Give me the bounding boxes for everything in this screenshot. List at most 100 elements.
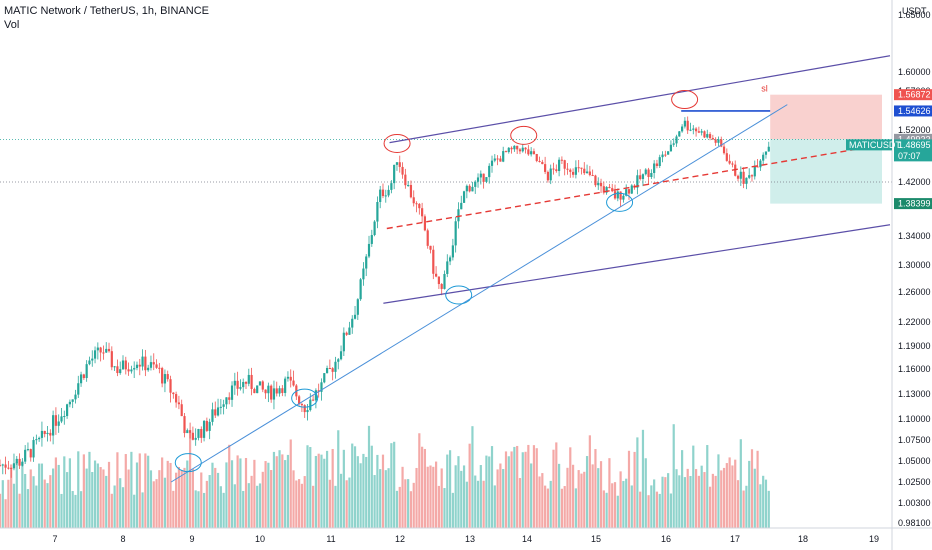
candle-body [692, 128, 695, 130]
volume-bar [681, 450, 684, 528]
candle-body [577, 167, 580, 169]
candle-body [281, 388, 284, 393]
volume-bar [119, 478, 122, 528]
volume-bar [180, 470, 183, 528]
y-tick-label: 1.22000 [898, 317, 931, 327]
volume-bar [432, 466, 435, 528]
candle-body [105, 348, 108, 353]
volume-bar [502, 469, 505, 528]
candle-body [764, 151, 768, 155]
candle-body [381, 189, 385, 197]
volume-bar [742, 490, 745, 528]
candle-body [82, 374, 85, 379]
candle-body [504, 151, 508, 153]
candle-body [110, 351, 113, 368]
candle-body [739, 171, 742, 179]
volume-bar [311, 485, 315, 528]
volume-bar [513, 446, 516, 528]
candle-body [331, 368, 334, 372]
volume-bar [295, 480, 298, 528]
candle-body [169, 379, 172, 393]
volume-bar [504, 451, 508, 528]
candle-body [482, 173, 485, 182]
volume-bar [138, 453, 141, 528]
candle-body [404, 174, 407, 186]
x-tick-label: 7 [52, 534, 57, 544]
volume-bar [658, 493, 661, 528]
volume-bar [345, 480, 348, 528]
x-tick-label: 10 [255, 534, 265, 544]
stop-loss-annotation: sl [761, 84, 768, 94]
candle-body [398, 162, 401, 167]
candle-body [728, 160, 731, 164]
volume-bar [88, 451, 91, 528]
candle-body [479, 173, 482, 178]
volume-bar [683, 477, 687, 528]
volume-bar [563, 486, 566, 528]
candle-body [571, 171, 575, 175]
candle-body [681, 126, 684, 132]
candle-body [133, 368, 136, 370]
volume-bar [258, 483, 262, 528]
volume-bar [202, 492, 206, 528]
candle-body [524, 147, 527, 150]
candle-body [393, 164, 396, 184]
candle-body [351, 318, 354, 328]
candle-body [616, 191, 619, 199]
volume-bar [524, 451, 527, 528]
candle-body [516, 145, 519, 150]
candle-body [426, 230, 429, 246]
volume-bar [152, 481, 155, 528]
candle-body [435, 273, 438, 277]
candle-body [650, 173, 653, 178]
volume-bar [370, 445, 373, 528]
candle-body [653, 163, 656, 174]
volume-bar [317, 453, 320, 528]
volume-bar [270, 470, 273, 528]
candle-body [286, 376, 290, 379]
volume-bar [605, 492, 608, 528]
price-tag-value: 1.56872 [898, 90, 931, 100]
candle-body [549, 168, 552, 181]
volume-bar [574, 488, 577, 528]
volume-bar [409, 491, 413, 528]
volume-bar [518, 478, 522, 528]
volume-bar [186, 460, 189, 528]
volume-bar [351, 443, 354, 528]
candle-body [538, 160, 541, 162]
volume-bar [205, 480, 208, 528]
candle-body [697, 131, 700, 133]
volume-bar [24, 473, 27, 528]
volume-bar [121, 487, 125, 528]
volume-bar [342, 449, 345, 528]
candle-body [211, 409, 214, 422]
volume-bar [538, 476, 541, 528]
candle-body [21, 461, 24, 466]
candle-body [186, 430, 189, 434]
volume-bar [91, 472, 94, 528]
volume-bar [387, 468, 390, 528]
volume-bar [54, 457, 58, 528]
volume-bar [622, 481, 625, 528]
volume-bar [599, 461, 603, 528]
candle-body [647, 169, 650, 178]
candle-body [339, 351, 343, 360]
volume-bar [222, 492, 225, 528]
volume-bar [261, 471, 264, 528]
candle-body [619, 191, 622, 200]
volume-bar [490, 446, 494, 528]
volume-bar [633, 451, 636, 528]
candle-body [639, 175, 642, 180]
volume-bar [393, 441, 396, 528]
price-tag-value: 1.38399 [898, 199, 931, 209]
candle-body [49, 432, 52, 436]
price-tag-target: 1.38399 [894, 198, 932, 210]
candle-body [683, 120, 687, 127]
volume-bar [507, 456, 510, 528]
volume-bar [552, 449, 555, 528]
candle-body [644, 169, 647, 175]
candle-body [278, 388, 281, 394]
volume-bar [102, 469, 105, 528]
candle-body [79, 374, 83, 384]
